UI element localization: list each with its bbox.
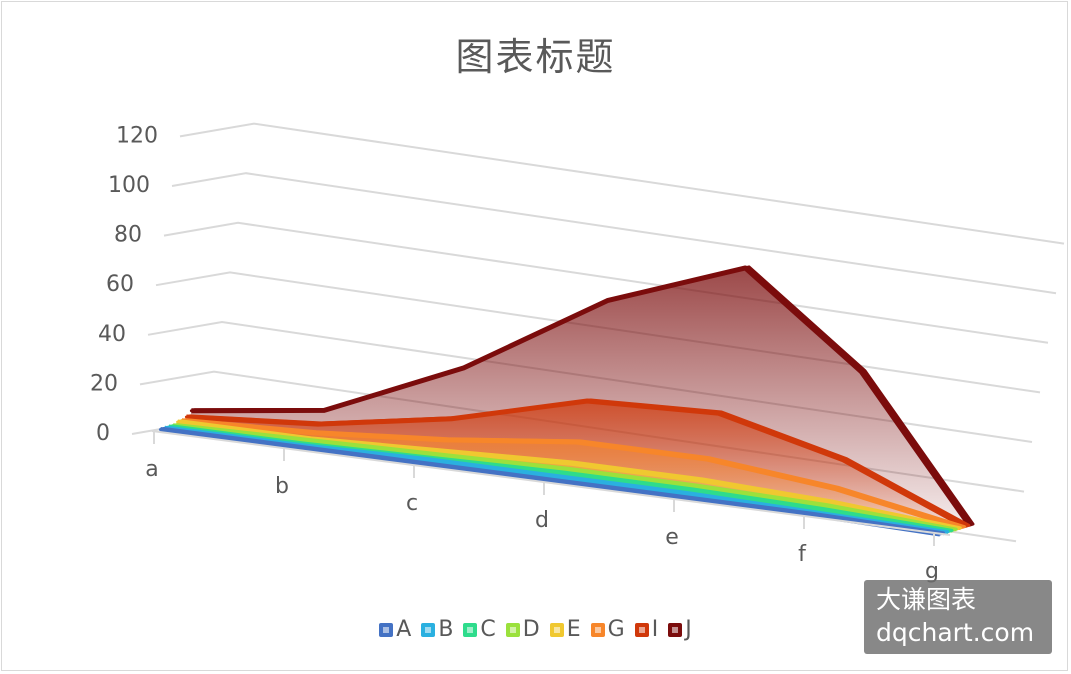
legend-label: G (607, 617, 625, 642)
y-tick-label: 80 (114, 223, 142, 248)
legend-item-E: E (549, 617, 581, 642)
legend-label: J (685, 617, 692, 642)
y-tick-label: 100 (108, 173, 150, 198)
legend-label: D (522, 617, 540, 642)
y-axis-ticks: 0 20 40 60 80 100 120 (90, 123, 158, 446)
y-tick-label: 40 (98, 322, 126, 347)
area-line-G (181, 418, 962, 531)
gridline (179, 122, 1065, 245)
area-series (158, 265, 975, 537)
legend-item-C: C (463, 617, 496, 642)
legend-swatch (463, 622, 478, 637)
legend-swatch (668, 622, 683, 637)
x-tick-label: a (145, 457, 158, 482)
x-tick-label: c (406, 491, 418, 516)
watermark-line2: dqchart.com (876, 618, 1035, 647)
legend-swatch (421, 622, 436, 637)
x-axis-line (151, 430, 951, 536)
x-tick-label: d (535, 508, 549, 533)
legend-label: B (438, 617, 454, 642)
legend-swatch (634, 622, 649, 637)
y-tick-label: 60 (106, 272, 134, 297)
legend-label: A (396, 617, 412, 642)
chart-title: 图表标题 (455, 35, 616, 79)
legend-swatch (505, 622, 520, 637)
x-tick-label: g (925, 559, 939, 584)
y-tick-label: 0 (96, 421, 110, 446)
legend-swatch (590, 622, 605, 637)
legend-label: I (651, 617, 659, 642)
legend-item-B: B (421, 617, 453, 642)
legend-swatch (549, 622, 564, 637)
x-tick-label: b (275, 474, 289, 499)
area-line-A (160, 427, 941, 537)
watermark: 大谦图表 dqchart.com (864, 580, 1052, 654)
area-line-I (186, 398, 967, 529)
legend-item-J: J (668, 617, 692, 642)
area-line-D (172, 423, 954, 533)
area-line-J (191, 265, 972, 527)
legend-label: C (480, 617, 496, 642)
legend-item-D: D (505, 617, 540, 642)
legend-item-G: G (590, 617, 625, 642)
y-tick-label: 120 (116, 123, 158, 148)
x-tick-label: e (665, 525, 679, 550)
legend-label: E (566, 617, 581, 642)
legend-item-I: I (634, 617, 659, 642)
watermark-line1: 大谦图表 (876, 585, 977, 614)
legend-swatch (379, 622, 394, 637)
x-tick-label: f (798, 542, 807, 567)
y-tick-label: 20 (90, 371, 118, 396)
gridline (171, 172, 1057, 295)
x-axis: a b c d e f g (145, 430, 951, 584)
legend-item-A: A (379, 617, 411, 642)
